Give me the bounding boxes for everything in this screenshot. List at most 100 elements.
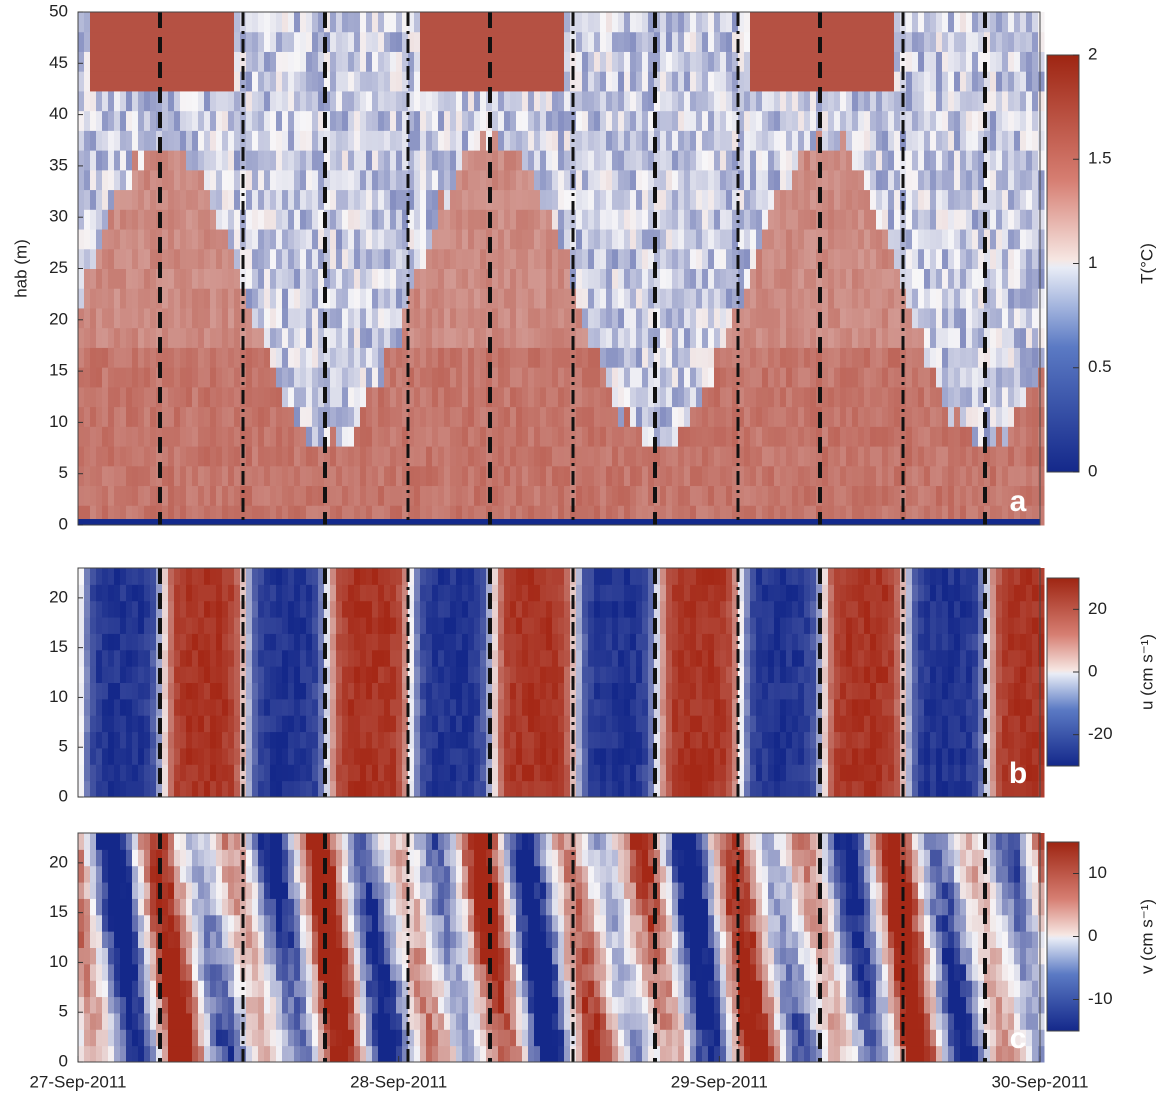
heatmap-cell [720, 12, 727, 32]
heatmap-cell [702, 308, 709, 328]
heatmap-cell [102, 367, 109, 387]
heatmap-cell [1002, 209, 1009, 229]
heatmap-cell [300, 617, 307, 634]
heatmap-cell [126, 617, 133, 634]
heatmap-cell [924, 407, 931, 427]
heatmap-cell [186, 71, 193, 91]
heatmap-cell [444, 32, 451, 52]
heatmap-cell [762, 407, 769, 427]
heatmap-cell [366, 683, 373, 700]
heatmap-cell [612, 170, 619, 190]
heatmap-cell [246, 150, 253, 170]
heatmap-cell [756, 308, 763, 328]
heatmap-cell [246, 781, 253, 798]
heatmap-cell [636, 387, 643, 407]
heatmap-cell [714, 32, 721, 52]
heatmap-cell [84, 407, 91, 427]
heatmap-cell [348, 367, 355, 387]
heatmap-cell [450, 111, 457, 131]
heatmap-cell [876, 486, 883, 506]
heatmap-cell [846, 328, 853, 348]
heatmap-cell [450, 71, 457, 91]
heatmap-cell [606, 407, 613, 427]
heatmap-cell [138, 666, 145, 683]
heatmap-cell [84, 367, 91, 387]
heatmap-cell [330, 781, 337, 798]
heatmap-cell [558, 51, 565, 71]
heatmap-cell [606, 12, 613, 32]
heatmap-cell [540, 269, 547, 289]
heatmap-cell [858, 12, 865, 32]
heatmap-cell [252, 666, 259, 683]
heatmap-cell [354, 407, 361, 427]
heatmap-cell [138, 229, 145, 249]
heatmap-cell [180, 715, 187, 732]
heatmap-cell [108, 347, 115, 367]
heatmap-cell [102, 568, 109, 585]
heatmap-cell [888, 328, 895, 348]
heatmap-cell [678, 486, 685, 506]
heatmap-cell [540, 111, 547, 131]
heatmap-cell [192, 150, 199, 170]
heatmap-cell [354, 446, 361, 466]
heatmap-cell [594, 387, 601, 407]
heatmap-cell [876, 328, 883, 348]
heatmap-cell [252, 446, 259, 466]
heatmap-cell [456, 111, 463, 131]
heatmap-cell [354, 486, 361, 506]
heatmap-cell [342, 715, 349, 732]
heatmap-cell [198, 650, 205, 667]
heatmap-cell [132, 249, 139, 269]
heatmap-cell [300, 170, 307, 190]
heatmap-cell [168, 249, 175, 269]
heatmap-cell [78, 486, 85, 506]
heatmap-cell [432, 130, 439, 150]
heatmap-cell [918, 91, 925, 111]
heatmap-cell [1008, 387, 1015, 407]
heatmap-cell [426, 426, 433, 446]
heatmap-cell [342, 91, 349, 111]
heatmap-cell [360, 568, 367, 585]
heatmap-cell [630, 446, 637, 466]
heatmap-cell [828, 51, 835, 71]
heatmap-cell [678, 407, 685, 427]
heatmap-cell [948, 209, 955, 229]
heatmap-cell [564, 269, 571, 289]
heatmap-cell [234, 229, 241, 249]
heatmap-cell [696, 229, 703, 249]
heatmap-cell [600, 446, 607, 466]
heatmap-cell [372, 12, 379, 32]
heatmap-cell [444, 407, 451, 427]
heatmap-cell [330, 308, 337, 328]
heatmap-cell [522, 150, 529, 170]
heatmap-cell [390, 666, 397, 683]
heatmap-cell [372, 486, 379, 506]
heatmap-cell [726, 367, 733, 387]
heatmap-cell [126, 666, 133, 683]
heatmap-cell [1020, 51, 1027, 71]
heatmap-cell [78, 584, 85, 601]
heatmap-cell [678, 12, 685, 32]
heatmap-cell [942, 51, 949, 71]
heatmap-cell [594, 12, 601, 32]
heatmap-cell [378, 190, 385, 210]
heatmap-cell [642, 190, 649, 210]
heatmap-cell [276, 764, 283, 781]
heatmap-cell [678, 150, 685, 170]
colorbar-tick-label: 1.5 [1088, 149, 1112, 168]
heatmap-cell [252, 748, 259, 765]
heatmap-cell [78, 12, 85, 32]
heatmap-cell [144, 584, 151, 601]
heatmap-cell [876, 367, 883, 387]
heatmap-cell [996, 91, 1003, 111]
heatmap-cell [348, 748, 355, 765]
heatmap-cell [804, 426, 811, 446]
heatmap-cell [894, 367, 901, 387]
heatmap-cell [366, 699, 373, 716]
heatmap-cell [720, 170, 727, 190]
heatmap-cell [78, 347, 85, 367]
heatmap-cell [192, 328, 199, 348]
heatmap-cell [528, 446, 535, 466]
heatmap-cell [768, 426, 775, 446]
heatmap-cell [498, 328, 505, 348]
